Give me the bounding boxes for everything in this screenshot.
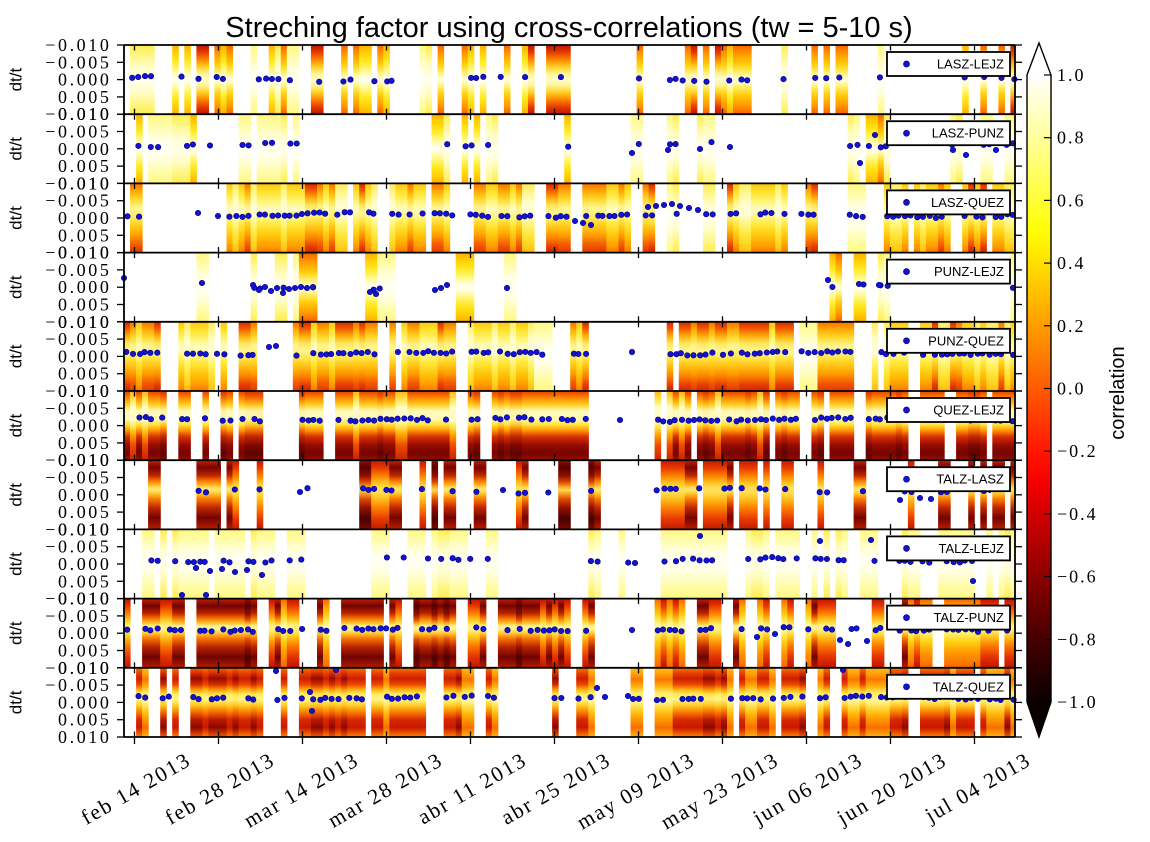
svg-text:−0.010: −0.010 — [45, 381, 111, 401]
svg-text:0.000: 0.000 — [58, 277, 112, 297]
svg-text:−0.010: −0.010 — [45, 173, 111, 193]
svg-text:−0.010: −0.010 — [45, 35, 111, 55]
svg-text:dt/t: dt/t — [7, 552, 26, 576]
svg-text:0.010: 0.010 — [58, 312, 112, 332]
svg-text:LASZ-PUNZ: LASZ-PUNZ — [932, 126, 1004, 141]
svg-text:Streching factor using cross-c: Streching factor using cross-correlation… — [225, 12, 912, 44]
svg-text:−0.010: −0.010 — [45, 104, 111, 124]
svg-text:TALZ-PUNZ: TALZ-PUNZ — [933, 610, 1004, 625]
svg-text:dt/t: dt/t — [7, 414, 26, 438]
svg-text:0.005: 0.005 — [58, 295, 112, 315]
svg-text:0.010: 0.010 — [58, 589, 112, 609]
svg-text:0.000: 0.000 — [58, 485, 112, 505]
svg-text:−0.005: −0.005 — [45, 537, 111, 557]
svg-text:0.010: 0.010 — [58, 658, 112, 678]
svg-text:−0.005: −0.005 — [45, 606, 111, 626]
svg-text:0.000: 0.000 — [58, 70, 112, 90]
svg-text:0.000: 0.000 — [58, 623, 112, 643]
svg-text:TALZ-LASZ: TALZ-LASZ — [936, 472, 1004, 487]
svg-text:0.010: 0.010 — [58, 727, 112, 747]
svg-text:−0.010: −0.010 — [45, 243, 111, 263]
svg-text:−0.005: −0.005 — [45, 329, 111, 349]
svg-text:0.000: 0.000 — [58, 416, 112, 436]
svg-text:0.005: 0.005 — [58, 225, 112, 245]
svg-text:0.4: 0.4 — [1057, 253, 1086, 273]
svg-text:0.0: 0.0 — [1057, 379, 1086, 399]
svg-text:−0.010: −0.010 — [45, 312, 111, 332]
svg-text:0.005: 0.005 — [58, 571, 112, 591]
svg-text:TALZ-LEJZ: TALZ-LEJZ — [939, 541, 1005, 556]
svg-text:dt/t: dt/t — [7, 137, 26, 161]
svg-text:0.2: 0.2 — [1057, 316, 1086, 336]
svg-text:TALZ-QUEZ: TALZ-QUEZ — [933, 679, 1004, 694]
svg-text:LASZ-LEJZ: LASZ-LEJZ — [937, 57, 1004, 72]
svg-text:−0.010: −0.010 — [45, 519, 111, 539]
svg-text:correlation: correlation — [1107, 346, 1129, 439]
svg-text:dt/t: dt/t — [7, 483, 26, 507]
svg-text:0.005: 0.005 — [58, 641, 112, 661]
svg-text:0.000: 0.000 — [58, 208, 112, 228]
svg-text:−0.005: −0.005 — [45, 468, 111, 488]
svg-text:0.010: 0.010 — [58, 381, 112, 401]
svg-text:−0.8: −0.8 — [1057, 629, 1098, 649]
svg-text:−0.010: −0.010 — [45, 589, 111, 609]
svg-text:−0.005: −0.005 — [45, 260, 111, 280]
svg-text:0.005: 0.005 — [58, 433, 112, 453]
svg-text:−0.005: −0.005 — [45, 191, 111, 211]
svg-text:−0.005: −0.005 — [45, 398, 111, 418]
svg-text:−0.010: −0.010 — [45, 658, 111, 678]
svg-text:0.6: 0.6 — [1057, 190, 1086, 210]
svg-text:−0.005: −0.005 — [45, 675, 111, 695]
svg-text:LASZ-QUEZ: LASZ-QUEZ — [931, 195, 1004, 210]
svg-text:0.005: 0.005 — [58, 502, 112, 522]
svg-text:PUNZ-QUEZ: PUNZ-QUEZ — [928, 333, 1004, 348]
svg-text:0.010: 0.010 — [58, 104, 112, 124]
svg-text:−1.0: −1.0 — [1057, 692, 1098, 712]
svg-text:dt/t: dt/t — [7, 621, 26, 645]
svg-text:−0.010: −0.010 — [45, 450, 111, 470]
svg-text:dt/t: dt/t — [7, 206, 26, 230]
svg-text:−0.2: −0.2 — [1057, 441, 1098, 461]
svg-text:dt/t: dt/t — [7, 275, 26, 299]
svg-text:0.010: 0.010 — [58, 173, 112, 193]
svg-text:0.8: 0.8 — [1057, 128, 1086, 148]
svg-text:0.005: 0.005 — [58, 364, 112, 384]
svg-text:0.000: 0.000 — [58, 139, 112, 159]
svg-text:−0.6: −0.6 — [1057, 567, 1098, 587]
svg-text:dt/t: dt/t — [7, 344, 26, 368]
svg-text:0.000: 0.000 — [58, 692, 112, 712]
svg-text:−0.005: −0.005 — [45, 122, 111, 142]
svg-text:0.005: 0.005 — [58, 156, 112, 176]
svg-text:1.0: 1.0 — [1057, 65, 1086, 85]
svg-text:PUNZ-LEJZ: PUNZ-LEJZ — [934, 264, 1004, 279]
svg-text:dt/t: dt/t — [7, 690, 26, 714]
svg-text:0.005: 0.005 — [58, 710, 112, 730]
svg-text:0.010: 0.010 — [58, 243, 112, 263]
svg-text:0.000: 0.000 — [58, 346, 112, 366]
svg-text:0.010: 0.010 — [58, 450, 112, 470]
svg-text:QUEZ-LEJZ: QUEZ-LEJZ — [933, 403, 1004, 418]
svg-text:−0.4: −0.4 — [1057, 504, 1098, 524]
svg-text:0.005: 0.005 — [58, 87, 112, 107]
svg-text:−0.005: −0.005 — [45, 52, 111, 72]
svg-text:0.010: 0.010 — [58, 519, 112, 539]
svg-text:dt/t: dt/t — [7, 68, 26, 92]
svg-text:0.000: 0.000 — [58, 554, 112, 574]
